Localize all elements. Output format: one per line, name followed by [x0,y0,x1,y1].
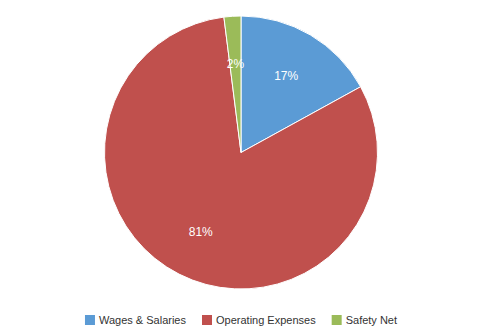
legend-label: Safety Net [346,314,397,326]
legend-label: Wages & Salaries [99,314,187,326]
legend: Wages & Salaries Operating Expenses Safety… [85,314,397,326]
data-label: 2% [227,57,245,71]
pie-slice [224,16,241,153]
legend-swatch [202,315,212,325]
legend-item: Safety Net [332,314,397,326]
pie-slice [104,17,377,289]
chart: 17% 81% 2% Wages & Salaries Operating Expens… [0,0,482,335]
data-labels: 17% 81% 2% [189,57,299,239]
pie [104,16,377,289]
legend-label: Operating Expenses [216,314,316,326]
data-label: 81% [189,225,213,239]
legend-item: Wages & Salaries [85,314,187,326]
data-label: 17% [274,69,298,83]
legend-swatch [85,315,95,325]
legend-item: Operating Expenses [202,314,316,326]
legend-swatch [332,315,342,325]
